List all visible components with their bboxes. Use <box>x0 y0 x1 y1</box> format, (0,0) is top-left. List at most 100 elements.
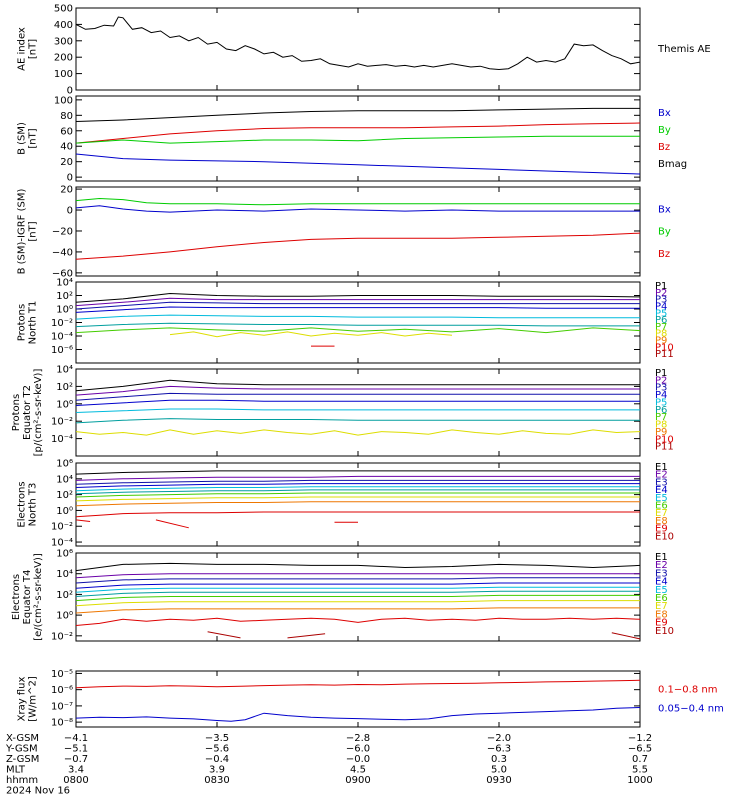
panel-7-legend-entry: E5 <box>655 585 668 596</box>
panel-4-ytick-label: 10⁻² <box>51 318 73 329</box>
panel-5-ylabel: Protons <box>11 394 22 431</box>
xaxis-row-value: 3.4 <box>68 765 84 776</box>
xaxis-row-value: 0.3 <box>491 754 507 765</box>
panel-5-ytick-label: 10⁻⁴ <box>51 434 73 445</box>
panel-6-ytick-label: 10⁻² <box>51 522 73 533</box>
panel-4-legend-entry: P7 <box>655 322 667 333</box>
panel-5-series-line <box>75 418 640 424</box>
panel-4-series-line <box>75 322 640 328</box>
panel-2-ylabel: [nT] <box>28 128 39 148</box>
panel-5-frame <box>75 368 641 457</box>
panel-7-series-line <box>75 573 640 579</box>
panel-6-legend-entry: E5 <box>655 493 668 504</box>
panel-2-ytick-label: 80 <box>60 111 73 122</box>
panel-7-ylabel: Equator T4 <box>22 570 33 625</box>
panel-7-series-line <box>75 586 640 593</box>
panel-8-legend-entry: 0.05−0.4 nm <box>658 703 724 714</box>
panel-4-legend-entry: P6 <box>655 315 667 326</box>
xaxis-row-value: −4.1 <box>64 733 88 744</box>
panel-6-series-line <box>75 501 640 507</box>
xaxis-row-value: −0.0 <box>346 754 370 765</box>
panel-5-legend-entry: P3 <box>655 383 667 394</box>
panel-4-ylabel: North T1 <box>28 301 39 345</box>
panel-4-legend-entry: P10 <box>655 342 674 353</box>
panel-6-ytick-label: 10⁻⁴ <box>51 538 73 549</box>
panel-8-series-line <box>75 707 641 722</box>
panel-7-legend-entry: E8 <box>655 609 668 620</box>
panel-4-ylabel: Protons <box>17 304 28 341</box>
panel-5-series-line <box>75 379 640 392</box>
panel-3-ytick-label: −40 <box>52 247 73 258</box>
xaxis-row-value: −2.0 <box>487 733 511 744</box>
panel-5-ylabel: [p/(cm²-s-sr-keV)] <box>33 369 44 457</box>
panel-2-ytick-label: 60 <box>60 126 73 137</box>
panel-6-legend-entry: E8 <box>655 516 668 527</box>
panel-7-series-line <box>611 632 641 640</box>
panel-6-legend-entry: E4 <box>655 485 668 496</box>
panel-7-legend-entry: E7 <box>655 601 668 612</box>
panel-1-legend-entry: Themis AE <box>657 44 711 55</box>
panel-1-ytick-label: 200 <box>54 53 73 64</box>
xaxis-row-value: 3.9 <box>209 765 225 776</box>
panel-5-legend-entry: P11 <box>655 442 674 453</box>
xaxis-row-value: −6.5 <box>628 744 652 755</box>
xaxis-row-value: −0.7 <box>64 754 88 765</box>
panel-7-legend-entry: E10 <box>655 626 674 637</box>
panel-4-ytick-label: 10⁰ <box>56 305 73 316</box>
panel-6-legend-entry: E3 <box>655 477 668 488</box>
panel-4-legend-entry: P4 <box>655 301 667 312</box>
panel-2-legend-entry: Bmag <box>658 159 687 170</box>
xaxis-row-value: 0830 <box>204 775 229 786</box>
xaxis-row-value: −6.0 <box>346 744 370 755</box>
panel-3-ytick-label: −20 <box>52 226 73 237</box>
panel-6-legend-entry: E1 <box>655 462 668 473</box>
panel-7-series-line <box>75 607 640 614</box>
xaxis-row-value: 0.7 <box>632 754 648 765</box>
panel-5-legend-entry: P9 <box>655 427 667 438</box>
panel-6-ylabel: North T3 <box>28 483 39 527</box>
panel-4-series-line <box>75 292 641 303</box>
panel-5-legend-entry: P8 <box>655 420 667 431</box>
panel-5-series-line <box>75 399 640 406</box>
xaxis-row-label: Y-GSM <box>5 744 38 755</box>
panel-1-ylabel: [nT] <box>28 39 39 59</box>
xaxis-row-value: 0800 <box>63 775 88 786</box>
panel-7-ytick-label: 10⁰ <box>56 611 73 622</box>
xaxis-row-value: 1000 <box>627 775 652 786</box>
panel-6-legend-entry: E7 <box>655 508 668 519</box>
panel-1-ytick-label: 300 <box>54 36 73 47</box>
panel-3-legend-entry: By <box>658 227 671 238</box>
panel-7-ylabel: Electrons <box>11 574 22 620</box>
panel-5-ytick-label: 10⁰ <box>56 399 73 410</box>
panel-5-legend-entry: P4 <box>655 390 667 401</box>
xaxis-row-value: −1.2 <box>628 733 652 744</box>
panel-2-series-line <box>75 107 640 122</box>
panel-1-ytick-label: 400 <box>54 20 73 31</box>
panel-4-ytick-label: 10⁴ <box>56 278 73 289</box>
panel-2-ylabel: B (SM) <box>17 122 28 155</box>
panel-4-series-line <box>75 297 640 307</box>
panel-1-ylabel: AE index <box>17 27 28 71</box>
panel-6-series-line <box>75 492 640 498</box>
panel-4-series-line <box>75 306 640 313</box>
panel-8-ylabel: [W/m^2] <box>28 676 39 722</box>
panel-7-series-line <box>75 582 640 589</box>
panel-3-frame <box>75 186 641 277</box>
panel-8-legend-entry: 0.1−0.8 nm <box>658 685 717 696</box>
panel-2-series-line <box>75 153 641 175</box>
panel-4-ytick-label: 10⁻⁶ <box>51 345 73 356</box>
panel-5-legend-entry: P2 <box>655 375 667 386</box>
panel-4-series-line <box>75 301 640 310</box>
panel-7-legend-entry: E9 <box>655 618 668 629</box>
panel-5-series-line <box>75 392 640 401</box>
panel-6-legend-entry: E10 <box>655 531 674 542</box>
panel-1-ytick-label: 500 <box>54 4 73 15</box>
xaxis-row-value: 5.0 <box>491 765 507 776</box>
panel-6-series-line <box>75 489 640 495</box>
panel-3-series-line <box>75 197 640 206</box>
panel-6-series-line <box>75 475 640 481</box>
panel-3-ylabel: [nT] <box>28 221 39 241</box>
xaxis-row-value: 5.5 <box>632 765 648 776</box>
